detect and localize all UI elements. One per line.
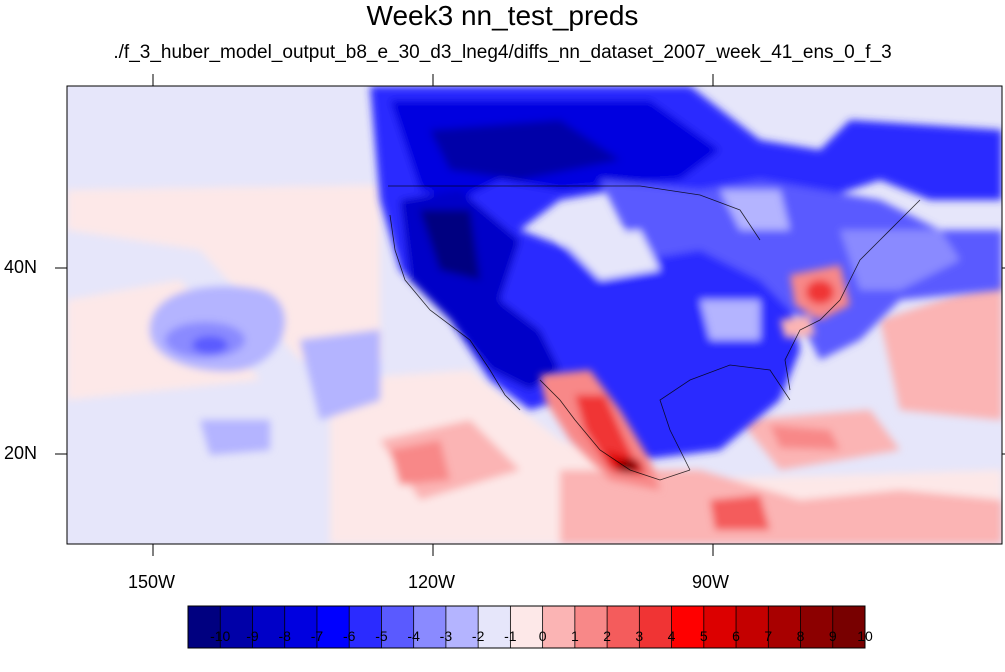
colorbar-swatch <box>381 606 415 648</box>
colorbar-swatch <box>671 606 705 648</box>
x-tick-label-90w: 90W <box>692 572 730 592</box>
colorbar-swatch <box>316 606 350 648</box>
x-tick-label-120w: 120W <box>408 572 456 592</box>
colorbar-label: 9 <box>828 628 837 644</box>
colorbar-swatch <box>607 606 640 648</box>
colorbar-label: 8 <box>796 628 805 644</box>
colorbar-label: -4 <box>407 628 420 644</box>
colorbar-swatch <box>574 606 608 648</box>
colorbar-label: 10 <box>857 628 873 644</box>
colorbar-swatch <box>639 606 673 648</box>
colorbar-label: 3 <box>635 628 644 644</box>
colorbar-label: 4 <box>667 628 676 644</box>
colorbar-swatch <box>445 606 479 648</box>
colorbar-label: -10 <box>210 628 231 644</box>
colorbar-label: 5 <box>699 628 708 644</box>
map-subtitle: ./f_3_huber_model_output_b8_e_30_d3_lneg… <box>113 42 892 63</box>
y-tick-label-20n: 20N <box>4 443 38 463</box>
colorbar-label: -5 <box>375 628 388 644</box>
colorbar-label: 0 <box>538 628 547 644</box>
colorbar-swatch <box>349 606 382 648</box>
colorbar-swatch <box>768 606 802 648</box>
colorbar-label: -3 <box>439 628 453 644</box>
colorbar-label: -2 <box>471 628 485 644</box>
anomaly-field <box>67 86 1002 544</box>
colorbar-label: 1 <box>570 628 579 644</box>
map-title: Week3 nn_test_preds <box>366 0 639 31</box>
colorbar-label: 6 <box>732 628 740 644</box>
colorbar-swatch <box>510 606 544 648</box>
colorbar-swatch <box>736 606 769 648</box>
x-tick-label-150w: 150W <box>128 572 176 592</box>
colorbar-swatch <box>252 606 286 648</box>
colorbar-swatch <box>703 606 737 648</box>
colorbar-swatch <box>542 606 576 648</box>
colorbar-label: -6 <box>342 628 356 644</box>
colorbar-swatch <box>832 606 866 648</box>
colorbar-swatch <box>220 606 253 648</box>
colorbar-label: -8 <box>278 628 291 644</box>
colorbar-label: 7 <box>764 628 773 644</box>
colorbar-label: -9 <box>246 628 259 644</box>
colorbar-label: 2 <box>603 628 611 644</box>
colorbar-swatch <box>478 606 511 648</box>
colorbar-label: -7 <box>310 628 324 644</box>
colorbar <box>187 605 866 649</box>
colorbar-swatch <box>284 606 318 648</box>
colorbar-swatch <box>188 606 221 648</box>
y-tick-label-40n: 40N <box>4 257 38 277</box>
axis-ticks <box>55 74 1005 556</box>
colorbar-label: -1 <box>504 628 517 644</box>
colorbar-swatch <box>800 606 834 648</box>
colorbar-swatch <box>413 606 447 648</box>
